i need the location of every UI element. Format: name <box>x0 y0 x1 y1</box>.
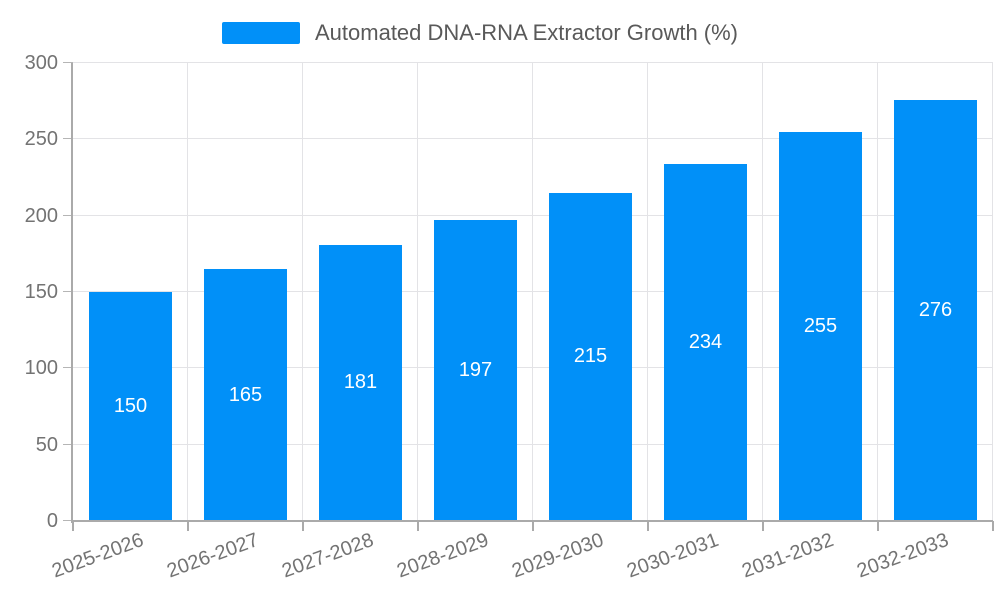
legend-item[interactable]: Automated DNA-RNA Extractor Growth (%) <box>222 20 738 46</box>
bar[interactable]: 165 <box>204 269 287 520</box>
x-axis-tick <box>302 521 304 531</box>
v-gridline <box>187 63 188 521</box>
y-axis-label: 250 <box>24 128 58 151</box>
bar[interactable]: 150 <box>89 292 172 520</box>
y-axis-label: 200 <box>24 204 58 227</box>
bar-value-label: 150 <box>113 395 148 417</box>
bar-value-label: 255 <box>803 314 838 337</box>
h-gridline <box>73 443 993 445</box>
y-axis-label: 50 <box>35 433 58 456</box>
bar-value-label: 215 <box>573 345 608 368</box>
bar[interactable]: 215 <box>549 192 632 520</box>
x-axis-tick <box>647 521 649 531</box>
bar-value-label: 197 <box>458 359 493 382</box>
legend-swatch-icon <box>222 22 300 44</box>
y-axis-label: 150 <box>24 281 58 303</box>
v-gridline <box>762 63 763 521</box>
h-gridline <box>73 291 993 292</box>
v-gridline <box>417 63 418 521</box>
v-gridline <box>302 63 303 521</box>
x-axis-tick <box>187 521 189 531</box>
v-gridline <box>992 63 993 521</box>
y-axis-label: 0 <box>46 510 58 532</box>
y-axis-line <box>71 63 73 523</box>
bar-value-label: 234 <box>688 330 723 353</box>
y-axis-tick <box>63 291 73 292</box>
bar-value-label: 165 <box>228 383 263 406</box>
h-gridline <box>73 62 993 63</box>
y-axis-tick <box>63 62 73 63</box>
bar[interactable]: 255 <box>779 131 862 520</box>
bar-value-label: 181 <box>343 371 378 394</box>
y-axis-tick <box>63 214 73 216</box>
y-axis-label: 100 <box>24 357 58 380</box>
x-axis-line <box>71 520 993 522</box>
h-gridline <box>73 367 993 369</box>
v-gridline <box>647 63 648 521</box>
bar[interactable]: 197 <box>434 220 517 520</box>
h-gridline <box>73 214 993 216</box>
y-axis-tick <box>63 138 73 140</box>
x-axis-tick <box>762 521 764 531</box>
x-axis-tick <box>877 521 879 531</box>
x-axis-tick <box>72 521 74 531</box>
v-gridline <box>532 63 533 521</box>
x-axis-tick <box>417 521 419 531</box>
bar[interactable]: 181 <box>319 244 402 520</box>
y-axis-tick <box>63 443 73 445</box>
y-axis-label: 300 <box>24 52 58 74</box>
x-axis-tick <box>532 521 534 531</box>
h-gridline <box>73 138 993 140</box>
bar-value-label: 276 <box>918 298 953 321</box>
bar[interactable]: 276 <box>894 99 977 520</box>
y-axis-tick <box>63 367 73 369</box>
legend-label: Automated DNA-RNA Extractor Growth (%) <box>315 20 739 45</box>
x-axis-tick <box>992 521 994 531</box>
v-gridline <box>877 63 878 521</box>
bar[interactable]: 234 <box>664 163 747 520</box>
y-axis-tick <box>63 520 73 521</box>
